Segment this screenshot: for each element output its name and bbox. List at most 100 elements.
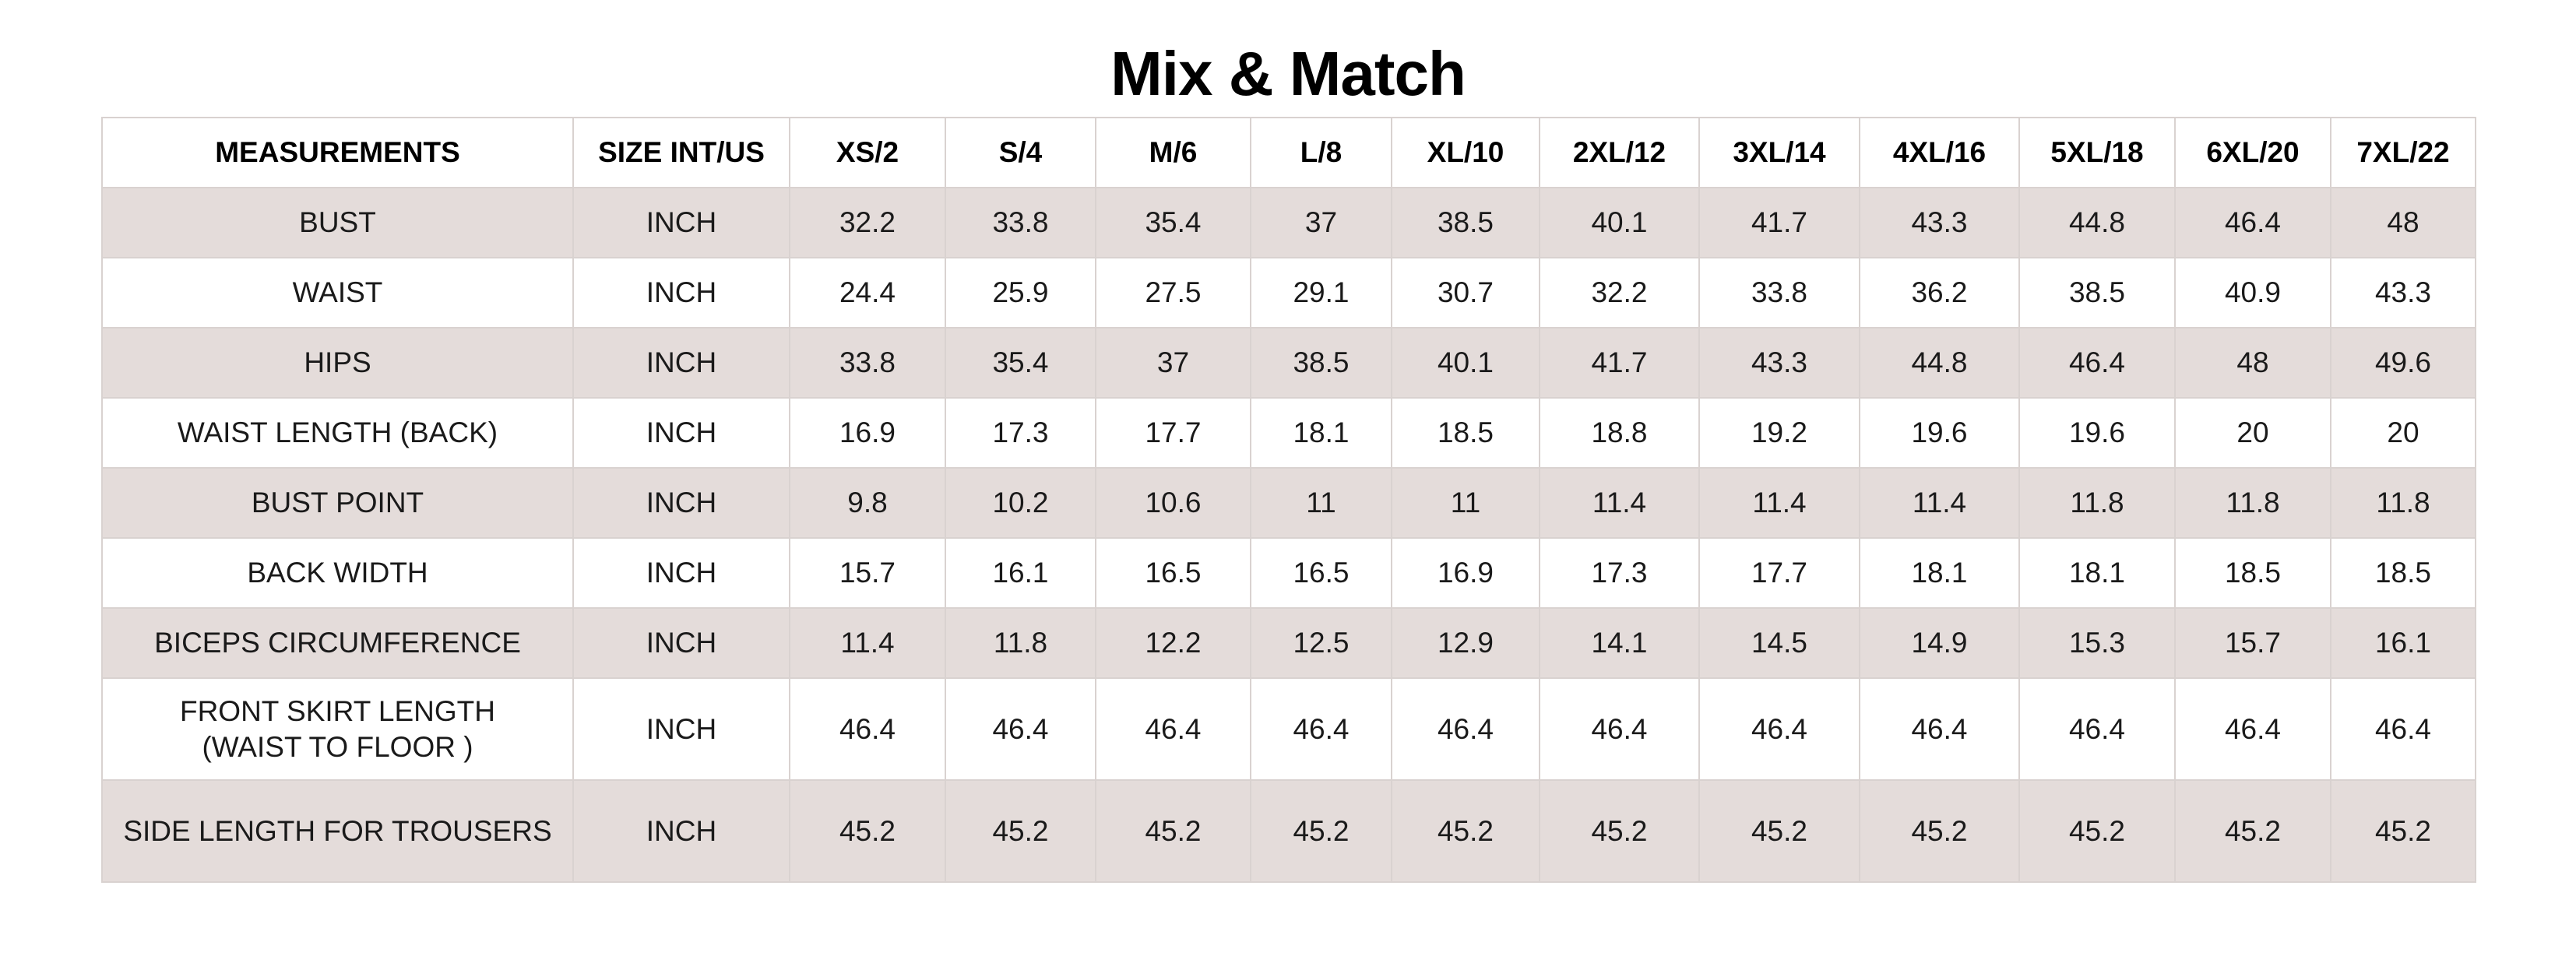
measurement-value-cell: 15.7 xyxy=(789,537,946,609)
column-header: SIZE INT/US xyxy=(572,117,790,188)
measurement-value-cell: 14.9 xyxy=(1859,607,2020,679)
table-body: BUST INCH 32.2 33.8 35.4 37 38.5 40.1 41.7 43.3 44… xyxy=(101,187,2476,883)
measurement-value-cell: 11 xyxy=(1250,467,1392,539)
column-header: M/6 xyxy=(1095,117,1251,188)
measurement-value-cell: 38.5 xyxy=(1391,187,1540,258)
measurement-label-text: BICEPS CIRCUMFERENCE xyxy=(154,627,521,659)
measurement-value-cell: 19.6 xyxy=(2018,397,2176,469)
size-chart-table: MEASUREMENTS SIZE INT/US XS/2 S/4 M/6 L/… xyxy=(101,117,2476,883)
measurement-value-cell: 37 xyxy=(1250,187,1392,258)
unit-cell: INCH xyxy=(572,257,790,329)
measurement-value-cell: 11.4 xyxy=(1539,467,1700,539)
measurement-value-cell: 35.4 xyxy=(945,327,1096,399)
measurement-value-cell: 18.1 xyxy=(1859,537,2020,609)
table-row: BACK WIDTH INCH 15.7 16.1 16.5 16.5 16.9 17.3 17… xyxy=(101,537,2476,609)
measurement-value-cell: 11.8 xyxy=(2018,467,2176,539)
measurement-value-cell: 18.1 xyxy=(1250,397,1392,469)
measurement-value-cell: 10.2 xyxy=(945,467,1096,539)
measurement-value-cell: 33.8 xyxy=(1698,257,1860,329)
measurement-value-cell: 44.8 xyxy=(1859,327,2020,399)
measurement-label-text: WAIST xyxy=(292,276,383,308)
measurement-value-cell: 15.3 xyxy=(2018,607,2176,679)
measurement-label: WAIST xyxy=(101,257,574,329)
measurement-value-cell: 14.1 xyxy=(1539,607,1700,679)
measurement-label-text: WAIST LENGTH (BACK) xyxy=(177,416,498,448)
measurement-value-cell: 48 xyxy=(2330,187,2476,258)
measurement-label: BUST xyxy=(101,187,574,258)
measurement-value-cell: 45.2 xyxy=(1095,779,1251,883)
column-header: 7XL/22 xyxy=(2330,117,2476,188)
measurement-value-cell: 32.2 xyxy=(789,187,946,258)
measurement-value-cell: 45.2 xyxy=(945,779,1096,883)
measurement-value-cell: 17.3 xyxy=(945,397,1096,469)
measurement-value-cell: 16.5 xyxy=(1095,537,1251,609)
measurement-value-cell: 45.2 xyxy=(1391,779,1540,883)
measurement-value-cell: 45.2 xyxy=(1698,779,1860,883)
measurement-value-cell: 11.4 xyxy=(1859,467,2020,539)
measurement-value-cell: 11.4 xyxy=(1698,467,1860,539)
unit-cell: INCH xyxy=(572,607,790,679)
measurement-value-cell: 46.4 xyxy=(1859,677,2020,781)
table-row: BUST POINT INCH 9.8 10.2 10.6 11 11 11.4 11.4 11.… xyxy=(101,467,2476,539)
measurement-value-cell: 17.7 xyxy=(1698,537,1860,609)
column-header: 2XL/12 xyxy=(1539,117,1700,188)
measurement-label-text: BUST xyxy=(299,206,376,238)
unit-cell: INCH xyxy=(572,537,790,609)
measurement-value-cell: 46.4 xyxy=(789,677,946,781)
unit-cell: INCH xyxy=(572,187,790,258)
measurement-value-cell: 45.2 xyxy=(2330,779,2476,883)
measurement-value-cell: 43.3 xyxy=(2330,257,2476,329)
measurement-value-cell: 45.2 xyxy=(2018,779,2176,883)
measurement-label-text: SIDE LENGTH FOR TROUSERS xyxy=(123,814,552,847)
column-header: 3XL/14 xyxy=(1698,117,1860,188)
measurement-value-cell: 45.2 xyxy=(1539,779,1700,883)
column-header: S/4 xyxy=(945,117,1096,188)
table-row: FRONT SKIRT LENGTH (WAIST TO FLOOR ) INCH 4… xyxy=(101,677,2476,781)
unit-cell: INCH xyxy=(572,327,790,399)
measurement-value-cell: 46.4 xyxy=(2018,677,2176,781)
table-row: BICEPS CIRCUMFERENCE INCH 11.4 11.8 12.2 12.5… xyxy=(101,607,2476,679)
measurement-value-cell: 40.9 xyxy=(2174,257,2331,329)
measurement-label-text: BUST POINT xyxy=(251,487,424,518)
measurement-label: SIDE LENGTH FOR TROUSERS xyxy=(101,779,574,883)
measurement-value-cell: 38.5 xyxy=(2018,257,2176,329)
measurement-value-cell: 17.7 xyxy=(1095,397,1251,469)
measurement-value-cell: 12.9 xyxy=(1391,607,1540,679)
measurement-value-cell: 44.8 xyxy=(2018,187,2176,258)
measurement-value-cell: 43.3 xyxy=(1859,187,2020,258)
measurement-value-cell: 38.5 xyxy=(1250,327,1392,399)
measurement-label: WAIST LENGTH (BACK) xyxy=(101,397,574,469)
measurement-value-cell: 30.7 xyxy=(1391,257,1540,329)
measurement-value-cell: 10.6 xyxy=(1095,467,1251,539)
measurement-value-cell: 27.5 xyxy=(1095,257,1251,329)
measurement-value-cell: 19.6 xyxy=(1859,397,2020,469)
column-header: L/8 xyxy=(1250,117,1392,188)
measurement-label-text: HIPS xyxy=(304,346,371,378)
measurement-label: FRONT SKIRT LENGTH (WAIST TO FLOOR ) xyxy=(101,677,574,781)
measurement-value-cell: 33.8 xyxy=(789,327,946,399)
measurement-value-cell: 18.5 xyxy=(1391,397,1540,469)
measurement-value-cell: 29.1 xyxy=(1250,257,1392,329)
measurement-value-cell: 9.8 xyxy=(789,467,946,539)
measurement-value-cell: 20 xyxy=(2330,397,2476,469)
column-header: 4XL/16 xyxy=(1859,117,2020,188)
measurement-value-cell: 46.4 xyxy=(1698,677,1860,781)
measurement-value-cell: 46.4 xyxy=(945,677,1096,781)
measurement-value-cell: 46.4 xyxy=(1391,677,1540,781)
measurement-value-cell: 32.2 xyxy=(1539,257,1700,329)
table-row: BUST INCH 32.2 33.8 35.4 37 38.5 40.1 41.7 43.3 44… xyxy=(101,187,2476,258)
measurement-value-cell: 37 xyxy=(1095,327,1251,399)
measurement-value-cell: 14.5 xyxy=(1698,607,1860,679)
measurement-value-cell: 18.8 xyxy=(1539,397,1700,469)
measurement-value-cell: 45.2 xyxy=(1250,779,1392,883)
measurement-value-cell: 36.2 xyxy=(1859,257,2020,329)
column-header: 6XL/20 xyxy=(2174,117,2331,188)
measurement-value-cell: 15.7 xyxy=(2174,607,2331,679)
measurement-value-cell: 46.4 xyxy=(1539,677,1700,781)
measurement-value-cell: 16.1 xyxy=(945,537,1096,609)
measurement-value-cell: 11.8 xyxy=(2330,467,2476,539)
measurement-label: BACK WIDTH xyxy=(101,537,574,609)
measurement-value-cell: 46.4 xyxy=(2174,677,2331,781)
measurement-value-cell: 46.4 xyxy=(1250,677,1392,781)
measurement-value-cell: 20 xyxy=(2174,397,2331,469)
